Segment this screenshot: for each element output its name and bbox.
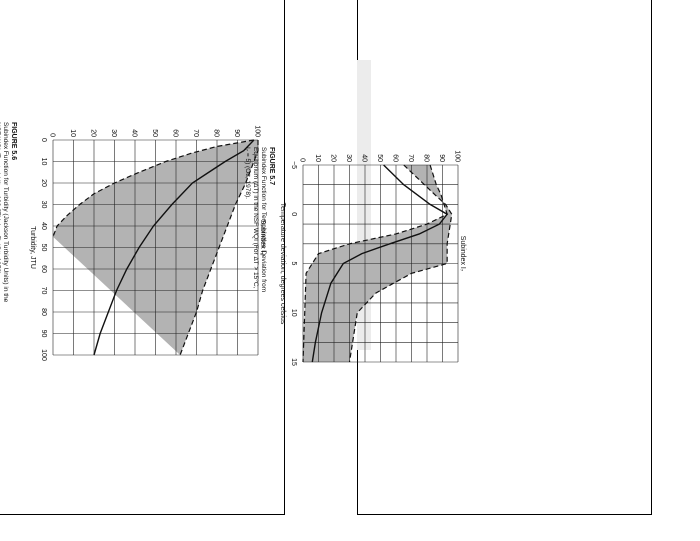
y-tick-label: 100 <box>454 150 461 162</box>
y-tick-label: 70 <box>407 154 414 162</box>
lower-bound-line <box>302 164 448 363</box>
figure-caption-line: Subindex Function for Turbidity (Jackson… <box>2 122 9 303</box>
figure-caption-line: NSF WQI (For turbidity > 100 JTU, I₈ = 5… <box>0 122 1 276</box>
x-tick-label: 50 <box>40 244 47 252</box>
x-tick-label: 15 <box>290 358 297 366</box>
x-tick-label: 60 <box>40 265 47 273</box>
x-tick-label: 90 <box>40 330 47 338</box>
x-tick-label: 10 <box>40 158 47 166</box>
y-tick-label: 10 <box>69 129 76 137</box>
y-tick-label: 100 <box>254 125 261 137</box>
y-tick-label: 80 <box>213 129 220 137</box>
y-tick-label: 40 <box>131 129 138 137</box>
x-tick-label: 0 <box>290 212 297 216</box>
x-tick-label: 80 <box>40 308 47 316</box>
x-axis-label: Turbidity, JTU <box>29 226 36 269</box>
x-axis-label: Temperature deviation, degrees celsius <box>279 203 286 325</box>
upper-bound-line <box>179 140 259 356</box>
figure-label: FIGURE 5.6 <box>10 122 17 160</box>
x-tick-label: 5 <box>290 262 297 266</box>
y-tick-label: 0 <box>299 158 306 162</box>
upper-bound-line <box>348 164 453 363</box>
x-tick-label: 20 <box>40 179 47 187</box>
y-tick-label: 90 <box>438 154 445 162</box>
x-tick-label: −5 <box>290 161 297 169</box>
y-tick-label: 70 <box>192 129 199 137</box>
figure-caption-line: I₇ = 5) (Ott, 1978). <box>244 147 251 199</box>
figure-caption-line: Equilibrium (ΔT) in the NSF WQI (For ΔT … <box>252 147 260 289</box>
figure-label: FIGURE 5.7 <box>268 147 275 185</box>
y-tick-label: 30 <box>345 154 352 162</box>
x-tick-label: 40 <box>40 222 47 230</box>
x-tick-label: 30 <box>40 201 47 209</box>
y-tick-label: 40 <box>361 154 368 162</box>
y-axis-label: Subindex I₈ <box>259 220 266 256</box>
lower-bound-line <box>52 139 255 237</box>
y-tick-label: 60 <box>392 154 399 162</box>
x-tick-label: 0 <box>40 138 47 142</box>
mean-curve-line <box>93 139 255 356</box>
y-tick-label: 0 <box>49 133 56 137</box>
x-tick-label: 10 <box>290 309 297 317</box>
y-tick-label: 80 <box>423 154 430 162</box>
y-axis-label: Subindex I₇ <box>459 236 466 272</box>
y-tick-label: 50 <box>376 154 383 162</box>
y-tick-label: 10 <box>314 154 321 162</box>
mean-curve-line <box>311 164 449 363</box>
x-tick-label: 100 <box>40 349 47 361</box>
chart-figure-5-6: 0 10 20 30 40 50 60 70 80 90 100 0 10 20 30 40 50 60 70 80 9… <box>0 122 266 361</box>
figure-caption-line: Subindex Function for Temperature Deviat… <box>260 147 267 292</box>
y-tick-label: 60 <box>172 129 179 137</box>
y-tick-label: 90 <box>233 129 240 137</box>
y-tick-label: 50 <box>151 129 158 137</box>
x-tick-label: 70 <box>40 287 47 295</box>
y-tick-label: 20 <box>330 154 337 162</box>
y-tick-label: 20 <box>90 129 97 137</box>
y-tick-label: 30 <box>110 129 117 137</box>
